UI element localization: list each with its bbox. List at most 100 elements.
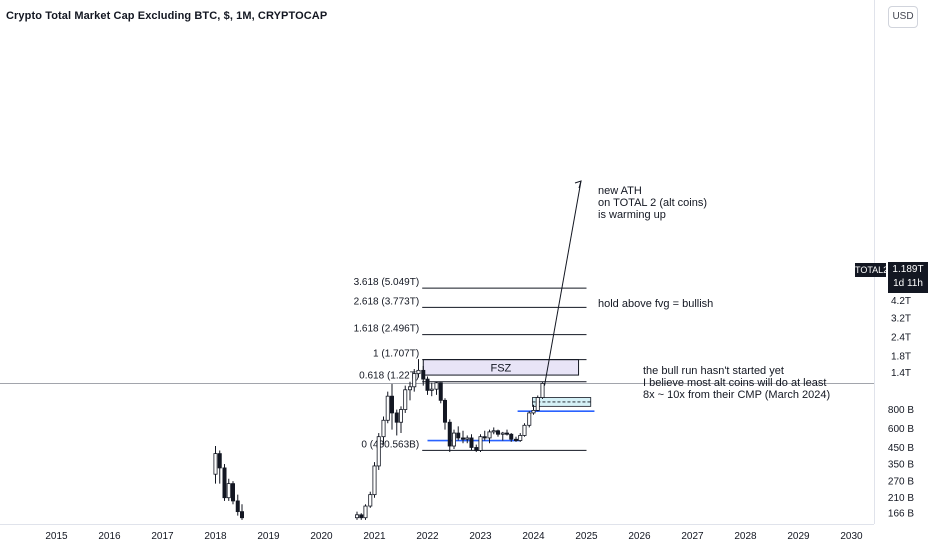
candle [491,427,496,435]
currency-button[interactable]: USD [888,6,918,28]
candle-body [491,430,496,433]
candle-body [368,494,373,507]
candle [461,430,466,444]
fib-level-label: 1 (1.707T) [373,349,419,360]
candle [540,382,545,399]
y-tick-label: 4.2T [891,296,911,307]
candle [504,429,509,436]
candle [217,450,222,484]
candle [394,409,399,436]
candle [408,381,413,401]
candle [359,513,364,520]
candle-body [385,395,390,421]
candle-body [226,483,231,499]
candle-body [456,432,461,439]
candle [535,395,540,412]
candle [465,435,470,444]
x-tick-label: 2018 [204,531,227,542]
candle [500,431,505,441]
fib-level-label: 0.618 (1.22T) [359,371,419,382]
candle-body [381,419,386,438]
candle [474,444,479,453]
candle-body [389,395,394,414]
candle-body [213,453,218,475]
ath-annotation-line: is warming up [598,209,666,221]
candle-body [429,388,434,391]
y-tick-label: 1.4T [891,368,911,379]
y-tick-label: 800 B [888,405,914,416]
y-tick-label: 166 B [888,509,914,520]
candle [456,426,461,441]
x-tick-label: 2015 [45,531,68,542]
candle-body [416,369,421,375]
candle-body [447,421,452,447]
candle [226,478,231,501]
current-price-label: 1.189T [892,264,924,275]
symbol-price-tag: TOTAL2 [855,263,889,277]
x-tick-label: 2023 [469,531,492,542]
x-tick-label: 2016 [98,531,121,542]
candle [509,433,514,442]
candle-body [363,505,368,519]
fvg-annotation: hold above fvg = bullish [598,298,714,310]
candle-body [239,511,244,519]
candle-body [465,437,470,440]
candle-body [217,453,222,469]
candle-body [451,432,456,447]
candle-body [398,409,403,423]
candle-body [412,373,417,388]
x-tick-label: 2024 [522,531,545,542]
candle-body [469,437,474,448]
candle [522,423,527,437]
candle-body [482,436,487,439]
candle-body [403,389,408,410]
fsz-label: FSZ [491,362,512,374]
candle-body [495,430,500,435]
y-tick-label: 210 B [888,493,914,504]
candle [355,511,360,520]
candle-body [518,435,523,441]
ath-annotation-line: new ATH [598,185,642,197]
bar-countdown-label: 1d 11h [893,278,923,289]
candle [469,434,474,451]
candle [213,446,218,484]
candle-body [434,382,439,390]
candle [527,411,532,428]
candle [376,433,381,470]
x-tick-label: 2029 [787,531,810,542]
y-tick-label: 1.8T [891,352,911,363]
ath-annotation: new ATH on TOTAL 2 (alt coins) is warmin… [598,185,707,221]
price-axis-divider [874,0,875,524]
candle-body [540,383,545,398]
candle [368,491,373,508]
y-tick-label: 350 B [888,460,914,471]
fib-level-label: 2.618 (3.773T) [354,296,420,307]
x-tick-label: 2026 [628,531,651,542]
x-tick-label: 2025 [575,531,598,542]
candle-body [222,467,227,499]
candle-body [355,514,360,519]
x-tick-label: 2020 [310,531,333,542]
projection-arrow-head [574,180,582,189]
candle [398,406,403,434]
candle [482,430,487,441]
projection-arrow-line [544,180,582,386]
bull-run-annotation-line: the bull run hasn't started yet [643,365,784,377]
candle-body [531,409,536,414]
x-tick-label: 2022 [416,531,439,542]
candle [412,369,417,392]
candle-body [421,369,426,380]
candle [372,462,377,498]
bull-run-annotation-line: I believe most alt coins will do at leas… [643,377,827,389]
candle-body [461,437,466,440]
candle-body [394,412,399,423]
candle [451,429,456,449]
candle [389,383,394,430]
bull-run-annotation-line: 8x ~ 10x from their CMP (March 2024) [643,389,831,401]
candle [442,398,447,430]
candle [438,382,443,404]
candle [222,464,227,501]
candle-body [514,438,519,441]
candle-body [504,432,509,435]
